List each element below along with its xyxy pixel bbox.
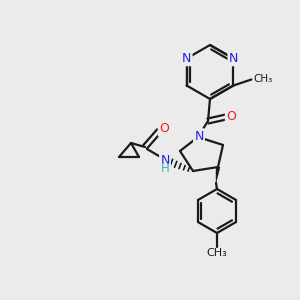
Text: N: N [194, 130, 204, 142]
Text: H: H [160, 161, 169, 175]
Polygon shape [216, 167, 220, 183]
Text: N: N [229, 52, 238, 65]
Text: N: N [182, 52, 191, 65]
Text: CH₃: CH₃ [207, 248, 227, 258]
Text: O: O [159, 122, 169, 136]
Text: CH₃: CH₃ [254, 74, 273, 83]
Text: O: O [226, 110, 236, 124]
Text: N: N [160, 154, 170, 166]
